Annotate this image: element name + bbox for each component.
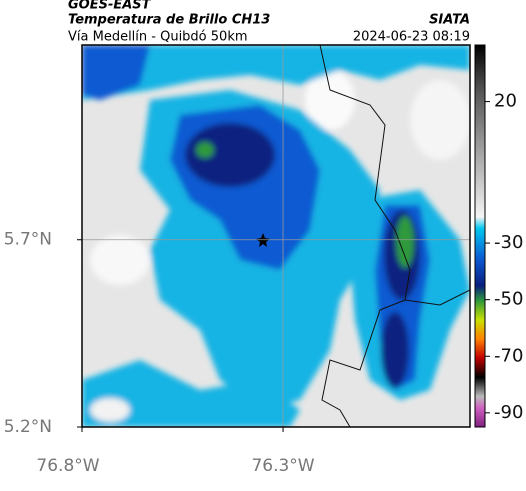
timestamp: 2024-06-23 08:19	[353, 30, 470, 45]
title: GOES-EAST	[68, 0, 152, 13]
colorbar-tick-label: -70	[494, 345, 523, 366]
colorbar-tick-label: -30	[494, 232, 523, 253]
colorbar	[474, 44, 486, 428]
source: SIATA	[429, 13, 470, 28]
colorbar-tick-label: -90	[494, 402, 523, 423]
colorbar-tick-label: 20	[494, 91, 517, 112]
x-tick-label: 76.8°W	[36, 456, 99, 476]
y-tick-label: 5.7°N	[4, 230, 52, 250]
satellite-image	[82, 45, 470, 427]
subtitle: Temperatura de Brillo CH13	[68, 13, 270, 28]
map-frame	[81, 44, 471, 428]
region: Vía Medellín - Quibdó 50km	[68, 30, 248, 45]
y-tick-label: 5.2°N	[4, 417, 52, 437]
colorbar-tick-label: -50	[494, 289, 523, 310]
x-tick-label: 76.3°W	[251, 456, 314, 476]
